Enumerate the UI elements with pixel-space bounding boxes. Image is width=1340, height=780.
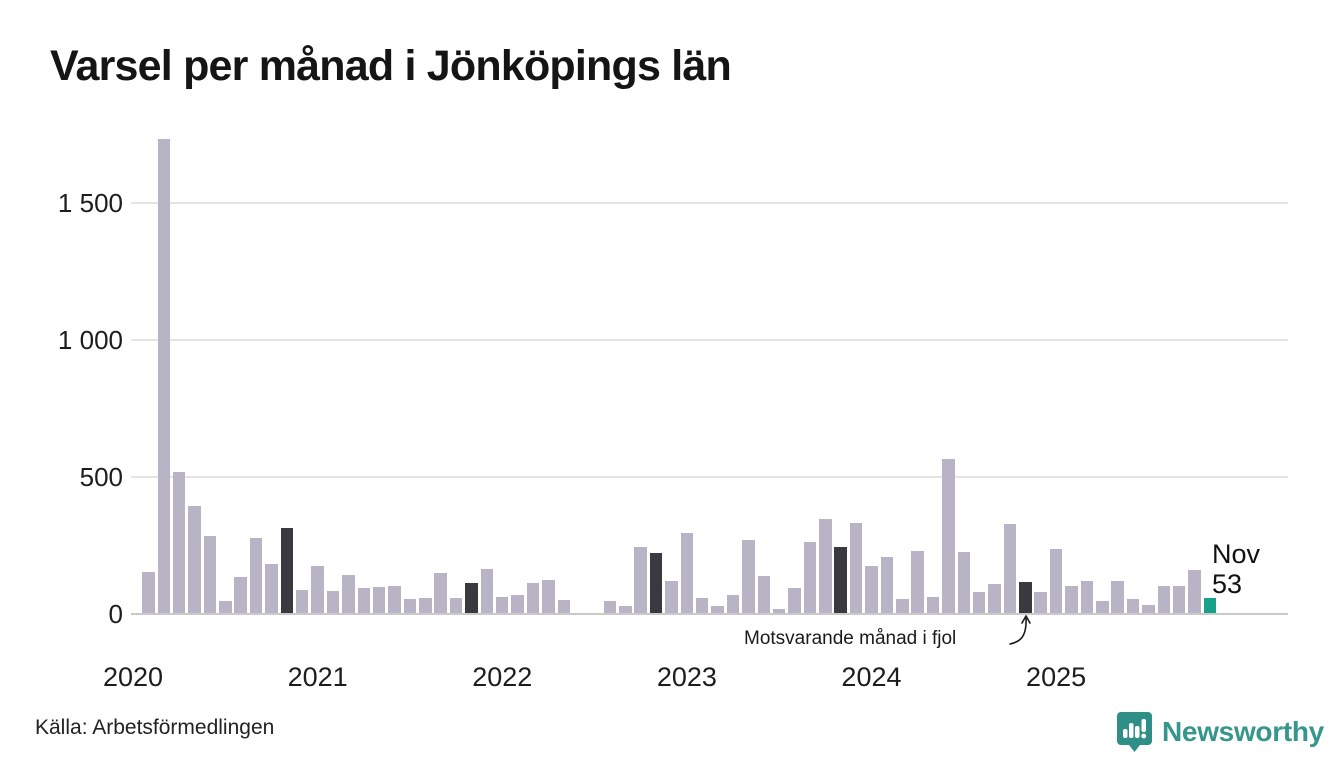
bar-2024-12 xyxy=(1034,591,1047,613)
bar-2023-09 xyxy=(803,542,817,613)
bar-2025-01 xyxy=(1049,548,1063,613)
bar-2020-09 xyxy=(249,537,263,613)
bar-2020-11 xyxy=(280,527,294,613)
bar-2024-03 xyxy=(896,599,909,613)
bar-2025-03 xyxy=(1080,580,1094,613)
bar-2020-06 xyxy=(203,536,217,613)
bar-2020-08 xyxy=(234,577,247,613)
current-month-annotation: Nov 53 xyxy=(1212,539,1260,599)
bar-2022-05 xyxy=(557,600,571,613)
bar-2021-05 xyxy=(372,586,386,613)
current-month-value: 53 xyxy=(1212,569,1243,599)
bar-2023-07 xyxy=(772,608,786,613)
bar-2020-07 xyxy=(219,600,232,613)
bar-2025-09 xyxy=(1172,586,1186,613)
x-tick-label-2022: 2022 xyxy=(472,662,533,692)
y-tick-label-0: 0 xyxy=(108,599,123,629)
bar-2024-02 xyxy=(880,556,894,613)
bar-2025-11 xyxy=(1203,598,1217,613)
bar-2025-08 xyxy=(1157,586,1171,613)
newsworthy-badge-icon xyxy=(1117,712,1152,752)
bar-2022-04 xyxy=(542,580,555,613)
bar-2022-09 xyxy=(619,606,632,613)
bar-2025-05 xyxy=(1111,581,1124,613)
bar-2023-05 xyxy=(742,539,755,613)
bar-2020-05 xyxy=(188,506,201,613)
bar-2021-06 xyxy=(388,585,401,613)
bar-2025-02 xyxy=(1065,585,1078,613)
bar-2024-07 xyxy=(957,552,971,613)
bar-2023-01 xyxy=(680,533,694,613)
y-tick-label-500: 500 xyxy=(79,461,123,492)
bar-2023-08 xyxy=(788,588,801,613)
bar-2020-10 xyxy=(265,563,278,613)
bar-2023-02 xyxy=(695,597,709,613)
bar-2024-09 xyxy=(988,584,1001,613)
bar-2021-04 xyxy=(357,588,371,613)
x-tick-label-2020: 2020 xyxy=(102,662,164,692)
bar-2022-12 xyxy=(665,580,678,613)
bar-2021-09 xyxy=(434,573,447,613)
y-tick-label-1500: 1 500 xyxy=(57,187,123,218)
page-title: Varsel per månad i Jönköpings län xyxy=(50,42,732,90)
gridline-500 xyxy=(131,475,1288,478)
bar-2024-01 xyxy=(865,566,878,613)
gridline-1500 xyxy=(131,201,1288,204)
x-tick-label-2021: 2021 xyxy=(287,662,348,692)
bar-2021-01 xyxy=(311,566,324,613)
bar-2021-07 xyxy=(403,599,417,613)
x-axis-line xyxy=(131,613,1288,615)
bar-2021-11 xyxy=(465,582,478,613)
source-note: Källa: Arbetsförmedlingen xyxy=(35,716,275,739)
bar-2024-05 xyxy=(926,597,940,613)
gridline-1000 xyxy=(131,338,1288,341)
bar-2024-06 xyxy=(942,459,955,613)
bar-2021-10 xyxy=(449,597,463,613)
x-tick-label-2025: 2025 xyxy=(1026,662,1087,692)
bar-2020-02 xyxy=(142,571,155,613)
bar-2023-12 xyxy=(849,523,863,613)
bar-2025-10 xyxy=(1188,570,1201,613)
current-month-label: Nov xyxy=(1212,539,1261,569)
bar-2023-03 xyxy=(711,606,724,613)
fjol-arrow-icon xyxy=(1009,615,1031,645)
x-tick-label-2023: 2023 xyxy=(656,662,717,692)
bar-2024-04 xyxy=(911,551,924,613)
bar-2024-11 xyxy=(1019,581,1032,613)
bar-2024-08 xyxy=(972,592,986,613)
bar-2020-03 xyxy=(157,138,171,613)
newsworthy-logo-text: Newsworthy xyxy=(1162,716,1324,747)
bar-2022-11 xyxy=(649,552,663,613)
bar-2020-12 xyxy=(295,589,309,613)
bar-2023-06 xyxy=(757,575,771,613)
bar-2023-04 xyxy=(726,595,740,613)
bar-2022-10 xyxy=(634,547,647,613)
bar-2023-10 xyxy=(819,518,832,613)
bar-2020-04 xyxy=(172,471,186,613)
bar-2023-11 xyxy=(834,547,847,613)
bar-2021-03 xyxy=(342,574,355,613)
bar-2025-07 xyxy=(1142,605,1155,613)
bar-2021-12 xyxy=(480,569,494,613)
bar-2022-08 xyxy=(603,600,617,613)
bar-2021-08 xyxy=(419,597,432,613)
last-year-annotation-label: Motsvarande månad i fjol xyxy=(744,628,957,649)
bar-2022-01 xyxy=(495,596,509,613)
bar-2021-02 xyxy=(326,591,340,613)
x-tick-label-2024: 2024 xyxy=(841,662,902,692)
bar-2025-04 xyxy=(1096,601,1109,613)
newsworthy-logo: Newsworthy xyxy=(1116,711,1324,753)
bar-2022-03 xyxy=(526,582,540,613)
y-tick-label-1000: 1 000 xyxy=(57,324,123,355)
bar-2022-02 xyxy=(511,595,524,613)
bar-2024-10 xyxy=(1003,523,1017,613)
bar-2025-06 xyxy=(1126,599,1140,613)
